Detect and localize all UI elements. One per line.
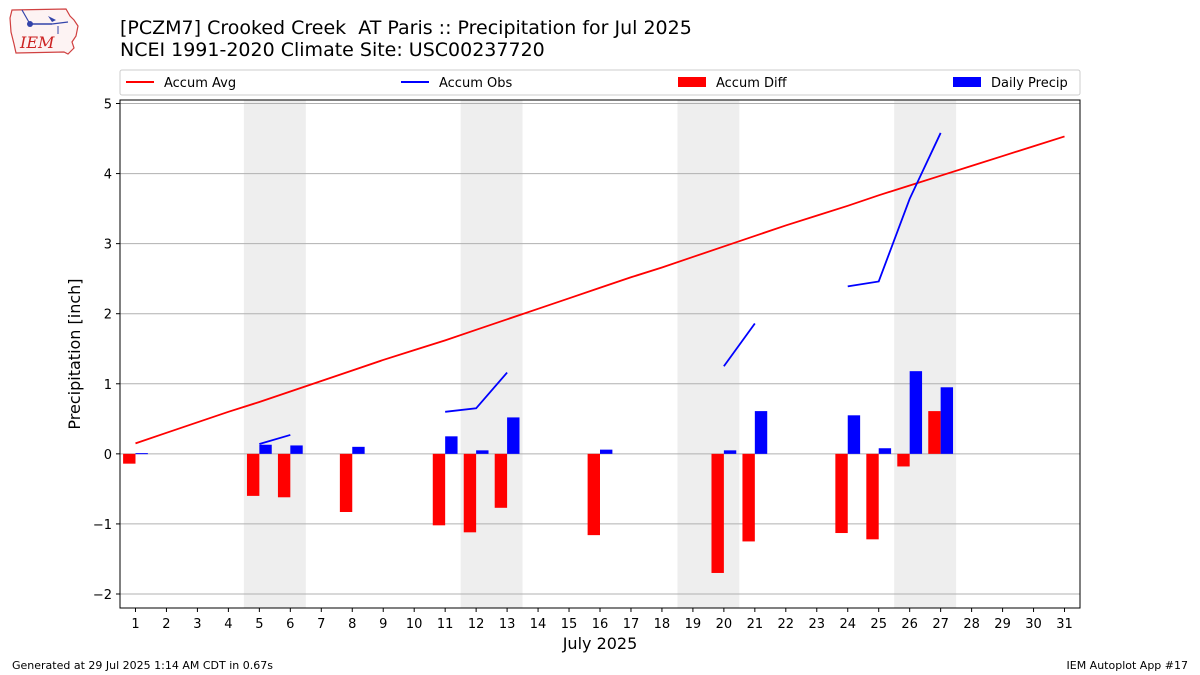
generated-timestamp: Generated at 29 Jul 2025 1:14 AM CDT in …	[12, 659, 273, 672]
x-tick-label: 25	[870, 617, 887, 632]
accum-diff-bar	[835, 453, 848, 534]
x-tick-label: 27	[932, 617, 949, 632]
legend-box	[119, 69, 1081, 96]
x-tick-label: 23	[809, 617, 826, 632]
x-tick-label: 28	[963, 617, 980, 632]
x-tick-label: 8	[348, 617, 356, 632]
bars	[123, 371, 954, 573]
daily-precip-bar	[878, 448, 892, 454]
x-tick-label: 11	[437, 617, 454, 632]
y-tick-label: 1	[104, 378, 112, 393]
accum-avg-line	[135, 135, 1065, 445]
x-tick-label: 5	[255, 617, 263, 632]
accum-diff-bar	[928, 411, 941, 454]
x-tick-label: 22	[778, 617, 795, 632]
x-tick-label: 3	[193, 617, 201, 632]
legend-swatch-patch	[678, 77, 706, 87]
daily-precip-bar	[507, 417, 520, 454]
series-lines	[135, 132, 1065, 445]
legend-swatch-patch	[953, 77, 981, 87]
weekend-band	[677, 100, 740, 608]
daily-precip-bar	[352, 446, 365, 454]
x-tick-label: 13	[499, 617, 516, 632]
x-axis-label: July 2025	[562, 634, 638, 653]
y-tick-label: 2	[104, 308, 112, 323]
accum-diff-bar	[432, 453, 446, 526]
accum-diff-bar	[711, 453, 724, 573]
accum-diff-bar	[587, 453, 600, 536]
daily-precip-bar	[940, 387, 954, 454]
x-tick-label: 9	[379, 617, 387, 632]
daily-precip-bar	[445, 436, 458, 454]
weekend-band	[894, 100, 957, 608]
daily-precip-bar	[135, 453, 148, 455]
weekend-shading	[243, 100, 957, 608]
daily-precip-bar	[600, 449, 613, 454]
daily-precip-bar	[754, 411, 768, 454]
x-tick-label: 24	[839, 617, 856, 632]
x-tick-label: 1	[131, 617, 139, 632]
x-tick-label: 31	[1056, 617, 1073, 632]
x-tick-label: 10	[406, 617, 423, 632]
accum-diff-bar	[123, 453, 136, 464]
iem-logo: IEM	[9, 8, 79, 55]
x-tick-label: 18	[654, 617, 671, 632]
daily-precip-bar	[290, 445, 303, 454]
x-tick-label: 30	[1025, 617, 1042, 632]
x-tick-label: 4	[224, 617, 232, 632]
x-tick-label: 7	[317, 617, 325, 632]
accum-diff-bar	[463, 453, 477, 533]
y-tick-label: 4	[104, 168, 112, 183]
accum-diff-bar	[494, 453, 508, 508]
x-tick-label: 19	[685, 617, 702, 632]
accum-obs-line	[847, 132, 942, 288]
y-tick-label: −1	[93, 518, 112, 533]
accum-diff-bar	[866, 453, 879, 540]
legend-label: Daily Precip	[991, 76, 1068, 91]
legend: Accum Avg Accum Obs Accum Diff Daily Precip	[119, 69, 1081, 96]
accum-diff-bar	[339, 453, 353, 513]
x-axis: 1 2 3 4 5 6 7 8 9 10 11 12 13 14 15 16 17 18 19 20 21 22 23 24 2…	[131, 608, 1073, 632]
weekend-band	[243, 100, 306, 608]
chart-subtitle: NCEI 1991-2020 Climate Site: USC00237720	[120, 39, 545, 61]
accum-obs-line	[259, 434, 291, 445]
accum-obs-line	[723, 322, 756, 367]
chart-title: [PCZM7] Crooked Creek AT Paris :: Precip…	[120, 17, 692, 39]
y-tick-label: 5	[104, 98, 112, 113]
x-tick-label: 12	[468, 617, 485, 632]
daily-precip-bar	[476, 450, 489, 454]
x-tick-label: 17	[623, 617, 640, 632]
x-tick-label: 14	[530, 617, 547, 632]
accum-diff-bar	[897, 453, 910, 467]
y-axis-label: Precipitation [inch]	[65, 278, 84, 429]
legend-label: Accum Obs	[439, 76, 512, 91]
daily-precip-bar	[723, 450, 737, 454]
daily-precip-bar	[259, 444, 272, 454]
logo-text: IEM	[19, 33, 55, 52]
x-tick-label: 29	[994, 617, 1011, 632]
legend-label: Accum Diff	[716, 76, 788, 91]
legend-label: Accum Avg	[164, 76, 236, 91]
x-tick-label: 21	[747, 617, 764, 632]
y-axis: −2 −1 0 1 2 3 4 5	[93, 98, 120, 603]
app-label: IEM Autoplot App #17	[1066, 659, 1189, 672]
daily-precip-bar	[909, 371, 923, 454]
y-tick-label: −2	[93, 588, 112, 603]
daily-precip-bar	[847, 415, 861, 454]
accum-diff-bar	[246, 453, 260, 496]
accum-obs-line	[445, 371, 508, 413]
x-tick-label: 2	[162, 617, 170, 632]
x-tick-label: 6	[286, 617, 294, 632]
x-tick-label: 26	[901, 617, 918, 632]
accum-diff-bar	[742, 453, 755, 542]
x-tick-label: 15	[561, 617, 578, 632]
accum-diff-bar	[277, 453, 291, 498]
x-tick-label: 16	[592, 617, 609, 632]
x-tick-label: 20	[716, 617, 733, 632]
y-tick-label: 3	[104, 238, 112, 253]
y-tick-label: 0	[104, 448, 112, 463]
